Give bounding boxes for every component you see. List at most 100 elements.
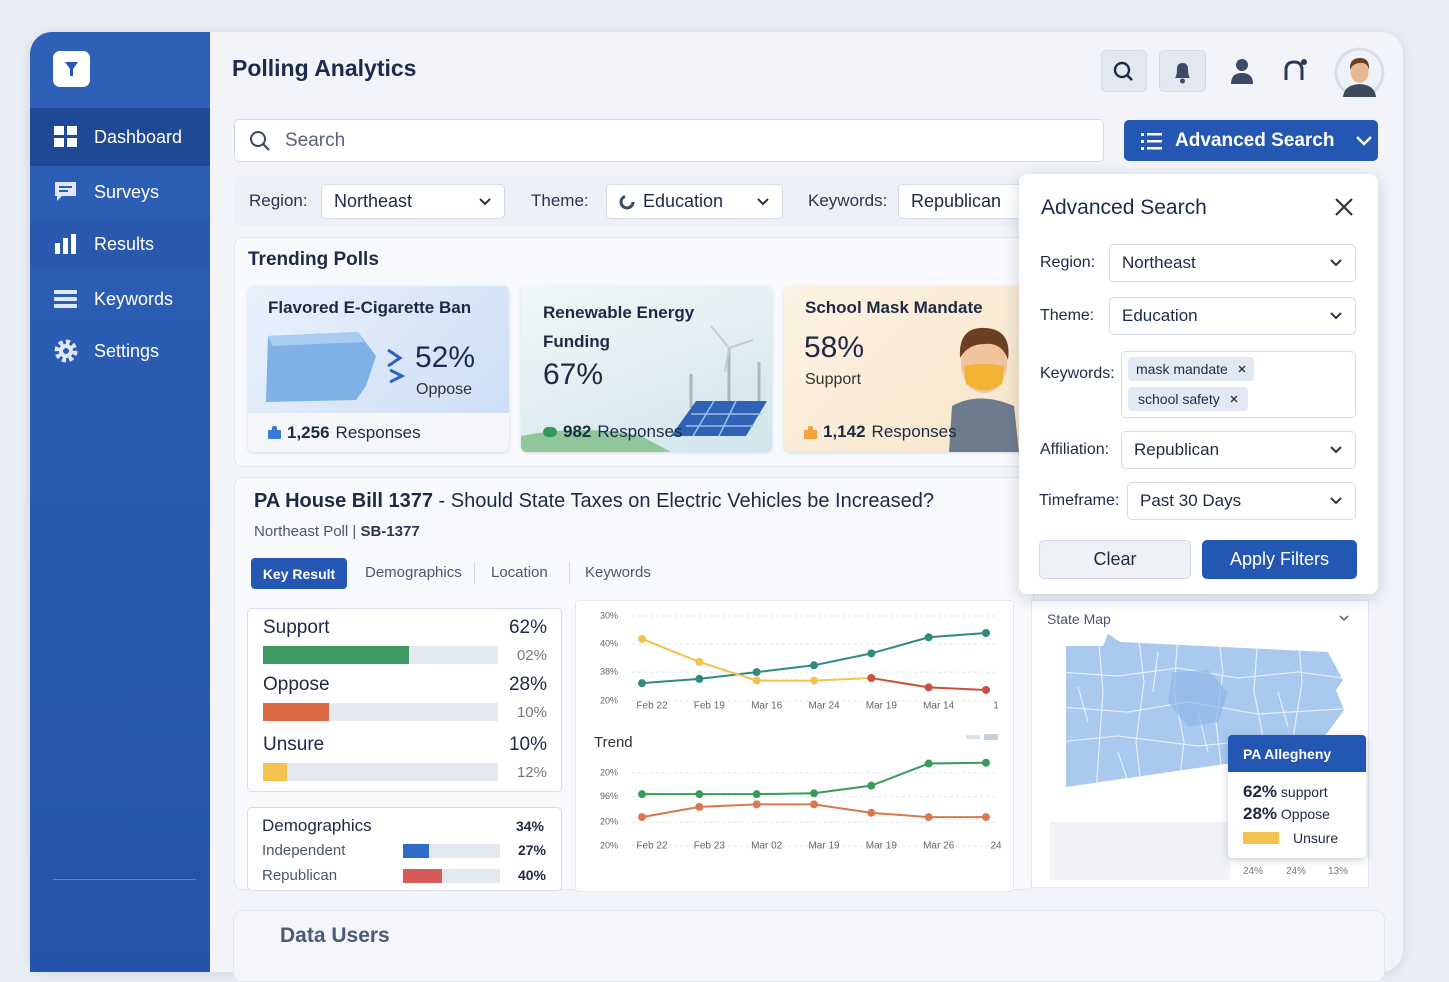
data-point [982,685,990,694]
theme-select[interactable]: Education [606,184,783,219]
chip-remove[interactable] [1238,365,1246,373]
poll-meta: Northeast Poll | SB-1377 [254,523,420,540]
y-tick-label: 38% [600,666,618,676]
affiliation-select[interactable]: Republican [1121,431,1356,469]
bar-track [263,763,498,781]
y-tick-label: 20% [600,695,618,705]
map-legend-area [1050,822,1230,880]
icon [268,426,281,439]
avatar[interactable] [1334,47,1385,98]
analytics-button[interactable] [1282,56,1310,84]
popup-label: Oppose [1280,806,1330,822]
responses-label: Responses [335,422,421,442]
advanced-search-button[interactable]: Advanced Search [1124,120,1378,161]
popup-title: PA Allegheny [1228,735,1366,772]
x-tick-label: Mar 26 [923,841,955,852]
y-tick-label: 20% [600,767,618,777]
data-point [810,789,818,798]
chip[interactable]: school safety [1128,387,1248,411]
swatch [1243,832,1279,844]
notifications-button[interactable] [1159,50,1206,92]
poll-card[interactable]: Renewable Energy Funding 67% 982 Response… [521,286,772,452]
bar [263,646,409,664]
x-tick-label: 24 [990,841,1002,852]
data-users-panel [233,910,1385,982]
chevron [479,197,491,205]
card-illustration [521,325,767,452]
map-title: State Map [1047,611,1111,627]
search-icon-button[interactable] [1101,50,1147,92]
nav-item[interactable]: Surveys [30,168,210,216]
popup-label: support [1280,784,1328,800]
filter-label: Region: [249,191,308,210]
region-select[interactable]: Northeast [1109,244,1356,282]
region-select[interactable]: Northeast [321,184,505,219]
card-stance: Support [805,371,862,388]
nav-item[interactable]: Settings [30,328,210,374]
demo-value: 27% [517,842,546,858]
profile-button[interactable] [1228,56,1256,86]
chip[interactable]: mask mandate [1128,357,1254,381]
keywords-input[interactable]: mask mandate school safety [1121,351,1356,418]
nav-label: Surveys [94,181,160,202]
poll-card[interactable]: Flavored E-Cigarette Ban 52% Oppose 1,25… [248,286,509,452]
nav-icon [54,290,77,308]
popup-value: 28% [1243,804,1278,823]
result-value: 10% [508,734,547,755]
x-tick-label: Mar 02 [751,841,783,852]
select-value: Northeast [334,191,413,211]
nav-label: Dashboard [94,126,183,147]
poll-source: Northeast Poll [254,523,349,540]
legend-swatch [984,734,998,740]
demo-label: Independent [262,842,346,859]
tab[interactable]: Location [491,564,548,581]
search-input[interactable]: Search [234,119,1104,162]
data-point [695,674,704,683]
divider [53,879,196,880]
nav-item[interactable]: Dashboard [30,108,210,166]
poll-code: SB-1377 [360,523,420,540]
tab[interactable]: Keywords [585,564,651,581]
tab-active[interactable]: Key Result [251,558,347,589]
x-tick-label: Feb 22 [636,841,668,852]
timeframe-select[interactable]: Past 30 Days [1127,482,1356,520]
card-illustration [266,332,406,402]
poll-heading: PA House Bill 1377 - Should State Taxes … [254,490,934,513]
logo[interactable] [53,51,90,87]
data-point [982,758,990,767]
chevron[interactable] [1338,614,1350,622]
map-popup: PA Allegheny 62% support 28% Oppose Unsu… [1228,735,1366,858]
card-footer: 1,142 Responses [804,422,957,442]
icon [619,194,635,209]
chevron [1330,312,1342,320]
data-point [638,634,646,643]
search-placeholder: Search [285,129,346,151]
data-point [752,790,761,799]
demo-total: 34% [515,818,544,834]
chip-remove[interactable] [1230,395,1238,403]
x-tick-label: Mar 19 [866,701,898,712]
series-line [641,632,987,685]
apply-button[interactable]: Apply Filters [1202,540,1357,579]
chip-label: mask mandate [1136,361,1228,377]
popup-row: 62% support [1243,782,1328,802]
y-tick-label: 20% [600,840,618,850]
section-title: Trending Polls [248,249,379,270]
x-tick-label: Mar 16 [751,701,783,712]
nav-item[interactable]: Keywords [30,276,210,322]
responses-count: 1,142 [823,422,866,441]
clear-button[interactable]: Clear [1039,540,1191,579]
select-value: Republican [1134,440,1220,459]
close-button[interactable] [1333,196,1355,218]
tab[interactable]: Demographics [365,564,462,581]
charts-panel: 30% 40% 38% 20% Feb 22 Feb 19 Mar 16 Mar 24 Mar … [575,600,1014,892]
data-point [982,629,990,637]
field-label: Affiliation: [1040,441,1110,458]
poll-card[interactable]: School Mask Mandate 58% Support 1,142 Res… [784,286,1034,452]
nav-item[interactable]: Results [30,221,210,267]
theme-select[interactable]: Education [1109,297,1356,335]
data-point [638,813,646,822]
field-label: Keywords: [1040,365,1115,382]
icon [1113,61,1133,81]
